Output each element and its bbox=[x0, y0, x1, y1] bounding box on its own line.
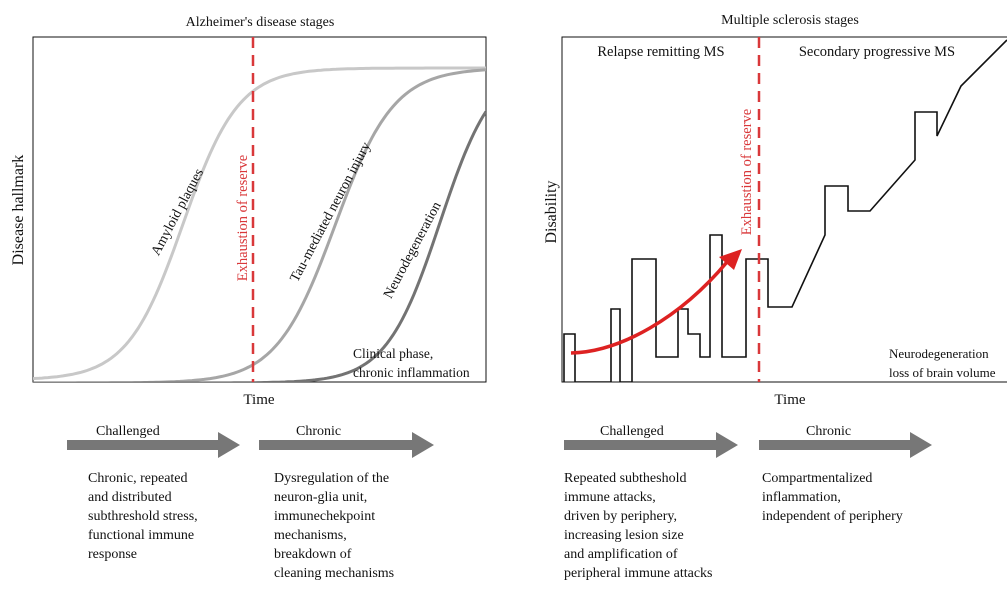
ms-neuro-note-2: loss of brain volume bbox=[889, 365, 996, 380]
amyloid-curve bbox=[33, 66, 486, 381]
ms-xlabel: Time bbox=[774, 392, 805, 408]
ad-challenged-title: Challenged bbox=[96, 424, 160, 439]
neurodegeneration-curve bbox=[33, 110, 486, 382]
ad-chronic-line: cleaning mechanisms bbox=[274, 566, 394, 581]
ad-chronic-line: breakdown of bbox=[274, 547, 352, 562]
ad-challenged-line: subthreshold stress, bbox=[88, 509, 198, 524]
amyloid-label: Amyloid plaques bbox=[149, 166, 207, 258]
ms-challenged-line: peripheral immune attacks bbox=[564, 566, 713, 581]
tau-label: Tau-mediated neuron injury bbox=[288, 140, 375, 285]
ad-reserve-label: Exhaustion of reserve bbox=[235, 155, 251, 281]
ms-neuro-note-1: Neurodegeneration bbox=[889, 346, 989, 361]
ad-chronic-title: Chronic bbox=[296, 424, 341, 439]
ms-challenged-line: and amplification of bbox=[564, 547, 678, 562]
spms-label: Secondary progressive MS bbox=[799, 44, 955, 60]
ad-challenged-line: Chronic, repeated bbox=[88, 471, 188, 486]
ms-chronic-line: independent of periphery bbox=[762, 509, 903, 524]
ad-plot-frame bbox=[32, 36, 487, 383]
ad-chronic-line: Dysregulation of the bbox=[274, 471, 389, 486]
ad-clinical-note-2: chronic inflammation bbox=[353, 365, 470, 380]
ms-amplification-arrow-shaft bbox=[570, 260, 729, 355]
ms-chronic-title: Chronic bbox=[806, 424, 851, 439]
ms-chronic-line: Compartmentalized bbox=[762, 471, 872, 486]
tau-curve bbox=[33, 68, 486, 382]
ad-chronic-line: immunechekpoint bbox=[274, 509, 375, 524]
ad-xlabel: Time bbox=[243, 392, 274, 408]
ms-title: Multiple sclerosis stages bbox=[721, 13, 859, 28]
ms-ylabel: Disability bbox=[543, 180, 560, 243]
ad-challenged-line: functional immune bbox=[88, 528, 194, 543]
ms-amplification-arrowhead bbox=[719, 249, 742, 270]
ad-clinical-note-1: Clinical phase, bbox=[353, 346, 433, 361]
ad-challenged-line: response bbox=[88, 547, 137, 562]
ms-challenged-line: Repeated subtheshold bbox=[564, 471, 686, 486]
ad-chronic-arrow bbox=[259, 432, 434, 458]
rrms-label: Relapse remitting MS bbox=[597, 44, 724, 60]
ms-chronic-arrow bbox=[759, 432, 932, 458]
ms-challenged-line: increasing lesion size bbox=[564, 528, 684, 543]
ms-challenged-title: Challenged bbox=[600, 424, 664, 439]
ms-challenged-line: driven by periphery, bbox=[564, 509, 677, 524]
ad-chronic-line: mechanisms, bbox=[274, 528, 347, 543]
ad-title: Alzheimer's disease stages bbox=[186, 15, 335, 30]
ms-disability-line bbox=[563, 39, 1007, 382]
ad-challenged-line: and distributed bbox=[88, 490, 172, 505]
ad-ylabel: Disease hallmark bbox=[10, 155, 27, 266]
ms-challenged-line: immune attacks, bbox=[564, 490, 656, 505]
ad-chronic-line: neuron-glia unit, bbox=[274, 490, 367, 505]
ms-reserve-label: Exhaustion of reserve bbox=[739, 109, 755, 235]
ad-challenged-arrow bbox=[67, 432, 240, 458]
ms-chronic-line: inflammation, bbox=[762, 490, 841, 505]
ms-challenged-arrow bbox=[564, 432, 738, 458]
neuro-label: Neurodegeneration bbox=[381, 199, 445, 301]
ms-plot-frame bbox=[561, 36, 1007, 383]
